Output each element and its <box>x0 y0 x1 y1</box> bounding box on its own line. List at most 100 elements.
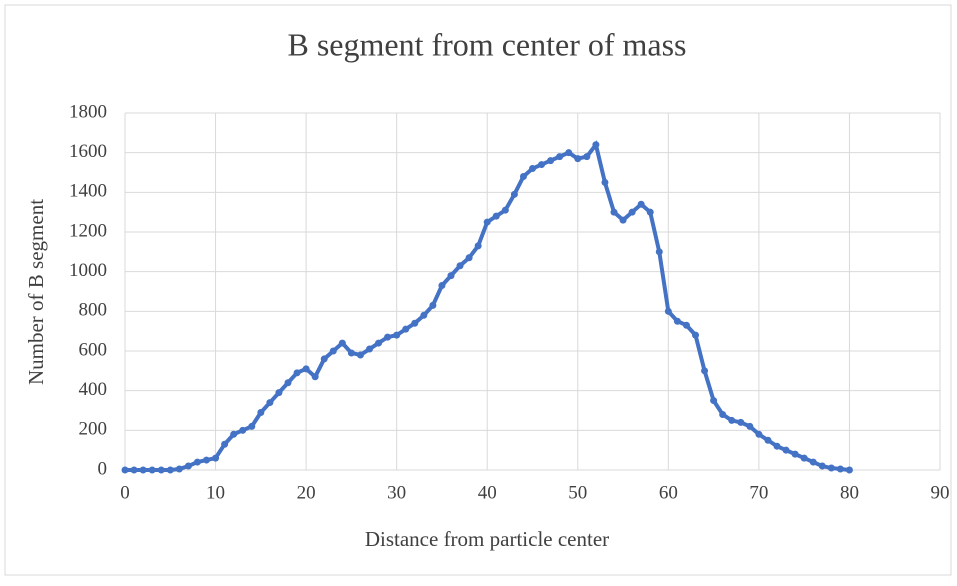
data-point <box>311 373 319 381</box>
data-point <box>773 442 781 450</box>
data-point <box>646 208 654 216</box>
data-point <box>157 466 165 474</box>
data-point <box>728 416 736 424</box>
data-point <box>284 379 292 387</box>
data-point <box>148 466 156 474</box>
data-point <box>184 462 192 470</box>
data-point <box>203 456 210 464</box>
data-point <box>456 262 464 270</box>
data-point <box>193 458 201 466</box>
data-point <box>329 347 337 355</box>
data-point <box>402 325 410 333</box>
y-axis-label: Number of B segment <box>24 199 48 385</box>
x-axis-label: Distance from particle center <box>365 527 609 551</box>
data-point <box>438 282 446 290</box>
y-tick-label: 0 <box>98 458 108 479</box>
x-tick-label: 0 <box>120 482 130 503</box>
y-tick-label: 600 <box>79 339 108 360</box>
data-point <box>347 349 355 357</box>
data-point <box>619 216 627 224</box>
data-point <box>845 466 853 474</box>
data-point <box>565 149 573 157</box>
data-point <box>737 418 745 426</box>
y-tick-label: 1600 <box>69 141 107 162</box>
x-tick-label: 60 <box>659 482 678 503</box>
data-point <box>637 200 645 208</box>
data-point <box>257 408 265 416</box>
data-point <box>655 248 663 256</box>
data-point <box>420 311 428 319</box>
data-point <box>574 155 582 163</box>
data-point <box>121 466 129 474</box>
data-point <box>529 165 536 173</box>
data-point <box>501 206 509 214</box>
data-point <box>818 462 826 470</box>
data-point <box>547 157 555 165</box>
x-tick-label: 30 <box>387 482 406 503</box>
data-point <box>755 430 763 438</box>
x-tick-label: 70 <box>749 482 768 503</box>
data-point <box>248 422 256 430</box>
data-point <box>583 153 591 161</box>
data-point <box>556 153 564 161</box>
data-point <box>320 355 328 363</box>
data-point <box>610 208 618 216</box>
data-point <box>212 454 220 462</box>
data-point <box>827 464 835 472</box>
data-point <box>538 161 546 169</box>
data-point <box>130 466 138 474</box>
data-point <box>166 466 174 474</box>
y-tick-label: 1200 <box>69 220 107 241</box>
data-point <box>719 410 727 418</box>
data-point <box>701 367 709 375</box>
y-tick-label: 400 <box>79 379 108 400</box>
data-point <box>302 365 310 373</box>
data-point <box>338 339 346 347</box>
data-point <box>492 212 500 220</box>
y-tick-label: 1000 <box>69 260 107 281</box>
x-tick-label: 50 <box>568 482 587 503</box>
data-point <box>221 440 229 448</box>
data-point <box>836 465 844 473</box>
data-point <box>592 141 600 149</box>
data-point <box>411 319 419 327</box>
x-tick-label: 10 <box>206 482 225 503</box>
data-point <box>800 454 808 462</box>
x-tick-label: 90 <box>931 482 950 503</box>
data-point <box>746 422 754 430</box>
x-tick-label: 40 <box>478 482 497 503</box>
data-point <box>447 272 455 280</box>
data-point <box>393 331 401 339</box>
data-point <box>628 208 636 216</box>
y-tick-label: 200 <box>79 419 108 440</box>
x-tick-label: 20 <box>297 482 316 503</box>
y-tick-label: 1400 <box>69 181 107 202</box>
data-point <box>673 317 681 325</box>
chart-border <box>4 4 952 576</box>
data-point <box>175 465 183 473</box>
data-point <box>275 389 283 397</box>
data-point <box>664 307 672 315</box>
data-point <box>474 242 482 250</box>
data-point <box>139 466 147 474</box>
data-point <box>483 218 491 226</box>
x-tick-label: 80 <box>840 482 859 503</box>
data-point <box>791 450 799 458</box>
data-point <box>293 369 301 377</box>
data-point <box>375 339 383 347</box>
data-point <box>692 331 699 339</box>
data-point <box>782 446 790 454</box>
data-point <box>510 190 518 198</box>
data-point <box>356 351 364 359</box>
y-tick-label: 800 <box>79 300 108 321</box>
data-point <box>682 321 690 329</box>
data-point <box>601 178 609 186</box>
data-point <box>266 399 274 407</box>
data-point <box>239 426 247 434</box>
data-point <box>710 397 718 405</box>
data-point <box>429 301 437 309</box>
data-point <box>809 458 817 466</box>
data-point <box>384 333 392 341</box>
data-point <box>764 436 772 444</box>
